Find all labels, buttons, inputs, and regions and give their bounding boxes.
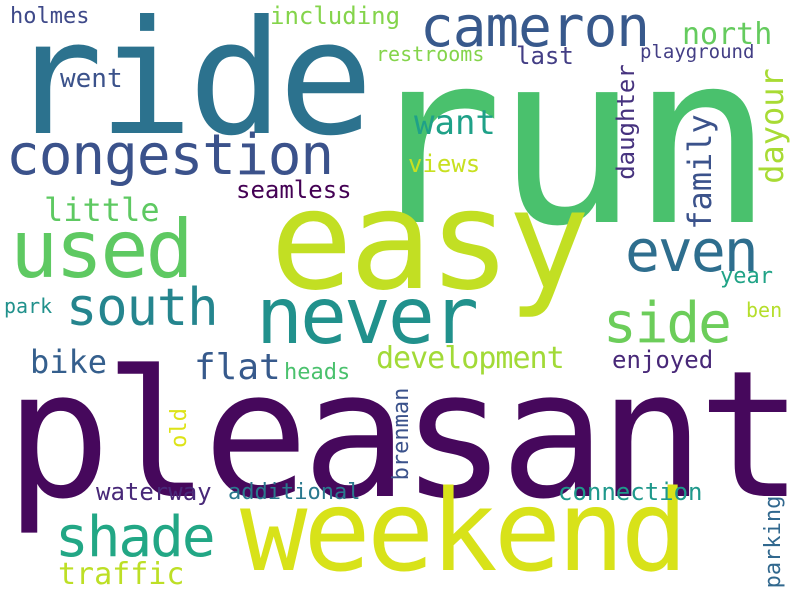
word-ride: ride [8,0,373,171]
word-dayour: dayour [753,68,791,184]
word-restrooms: restrooms [376,42,485,66]
word-last: last [516,42,574,70]
word-year: year [720,264,773,289]
word-little: little [44,191,160,229]
word-holmes: holmes [10,4,90,29]
word-flat: flat [194,347,281,388]
word-additional: additional [228,480,361,505]
word-views: views [408,150,481,178]
word-weekend: weekend [240,467,688,597]
word-south: south [66,278,219,338]
word-even: even [625,217,759,285]
word-playground: playground [640,41,755,63]
word-never: never [256,272,479,362]
word-brenman: brenman [389,387,414,481]
word-including: including [270,2,401,30]
word-used: used [10,203,194,296]
word-congestion: congestion [6,123,334,188]
word-bike: bike [30,343,108,381]
word-run: run [360,2,774,279]
word-north: north [682,17,773,52]
word-old: old [167,408,192,448]
word-family: family [681,114,719,230]
word-enjoyed: enjoyed [612,346,714,374]
word-waterway: waterway [96,478,212,506]
word-traffic: traffic [58,557,185,592]
word-heads: heads [284,360,351,385]
word-daughter: daughter [612,64,640,180]
word-want: want [414,103,496,143]
word-park: park [4,294,53,318]
word-parking: parking [761,495,786,589]
word-development: development [376,341,565,376]
word-shade: shade [55,505,216,570]
word-pleasant: pleasant [5,333,800,538]
word-went: went [60,64,123,94]
word-cameron: cameron [420,0,650,60]
word-seamless: seamless [236,176,352,204]
word-easy: easy [270,160,590,321]
word-side: side [603,291,732,356]
word-ben: ben [746,298,783,322]
word-connection: connection [558,478,703,506]
